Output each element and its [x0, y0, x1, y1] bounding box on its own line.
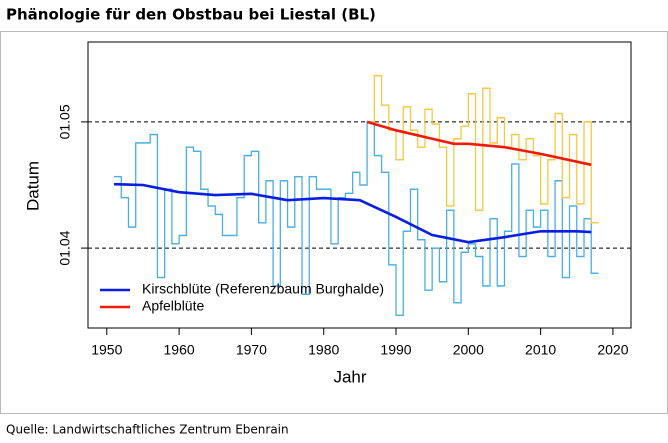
legend-label: Apfelblüte	[142, 298, 204, 314]
x-tick-label: 2000	[453, 342, 484, 358]
x-tick-label: 2020	[597, 342, 628, 358]
x-tick-label: 1970	[236, 342, 267, 358]
legend-label: Kirschblüte (Referenzbaum Burghalde)	[142, 281, 384, 297]
chart-title: Phänologie für den Obstbau bei Liestal (…	[6, 6, 376, 24]
step-connector	[367, 74, 599, 224]
source: Quelle: Landwirtschaftliches Zentrum Ebe…	[6, 423, 289, 437]
y-tick-label: 01.04	[57, 230, 73, 265]
y-axis-label: Datum	[23, 161, 42, 211]
x-tick-label: 1980	[308, 342, 339, 358]
x-tick-label: 1990	[380, 342, 411, 358]
plot-frame	[87, 41, 632, 329]
y-tick-label: 01.05	[57, 104, 73, 139]
x-axis-label: Jahr	[333, 367, 366, 386]
trend-line	[113, 182, 592, 244]
trend-line	[366, 120, 592, 167]
x-tick-label: 1950	[91, 342, 122, 358]
x-tick-label: 2010	[525, 342, 556, 358]
x-tick-label: 1960	[164, 342, 195, 358]
